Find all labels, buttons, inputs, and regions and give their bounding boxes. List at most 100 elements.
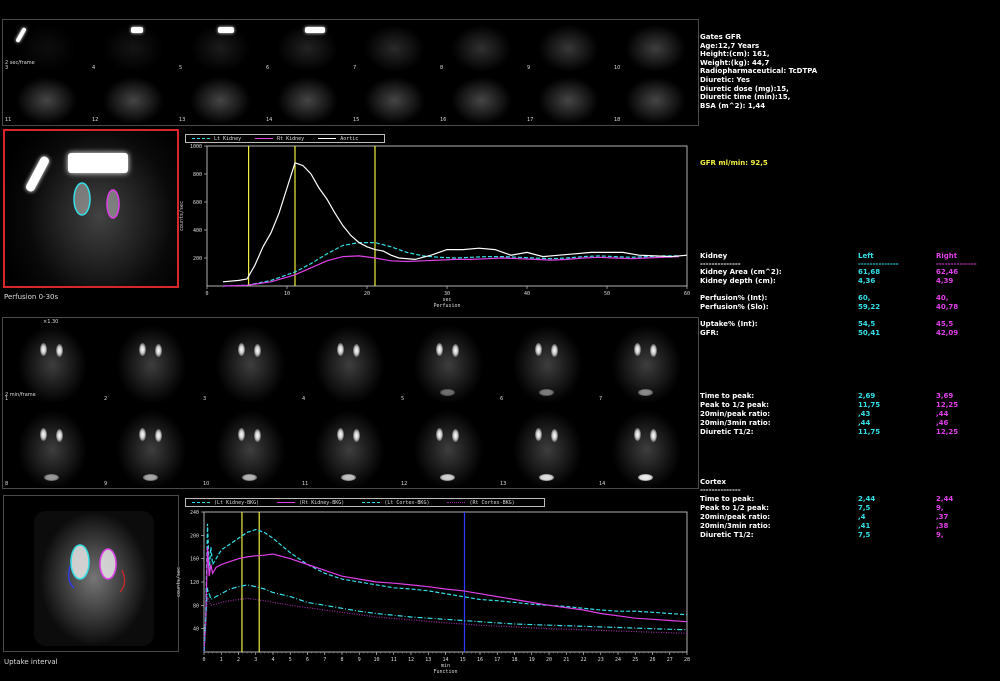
perfusion-frame[interactable]: 18 bbox=[613, 73, 698, 123]
function-frame[interactable]: 6 bbox=[499, 319, 596, 402]
x-tick-label: 16 bbox=[477, 657, 483, 663]
frame-number: 3 bbox=[203, 396, 207, 402]
perfusion-roi-overlay bbox=[73, 182, 120, 219]
left-kidney bbox=[436, 343, 443, 356]
perfusion-image[interactable] bbox=[3, 129, 179, 288]
perfusion-frame[interactable]: 6 bbox=[265, 21, 350, 71]
x-axis-label: sec bbox=[442, 297, 451, 303]
x-axis-label: min bbox=[441, 663, 450, 669]
divider: -------------- bbox=[936, 260, 977, 268]
x-tick-label: 1 bbox=[220, 657, 223, 663]
perfusion-frame[interactable]: 13 bbox=[178, 73, 263, 123]
perfusion-frame[interactable]: 9 bbox=[526, 21, 611, 71]
y-tick-label: 120 bbox=[190, 580, 199, 586]
left-kidney bbox=[337, 343, 344, 356]
perfusion-frame[interactable]: 14 bbox=[265, 73, 350, 123]
perfusion-frame[interactable]: 5 bbox=[178, 21, 263, 71]
legend-lt-kidney: Lt Kidney bbox=[214, 135, 242, 142]
x-tick-label: 12 bbox=[408, 657, 414, 663]
left-kidney bbox=[634, 343, 641, 356]
function-frame[interactable]: 14 bbox=[598, 404, 695, 487]
plot-frame bbox=[206, 145, 688, 287]
right-kidney bbox=[551, 429, 558, 442]
function-frame[interactable]: 13 bbox=[499, 404, 596, 487]
legend-rt-cortex-bkg: (Rt Cortex-BKG) bbox=[469, 499, 515, 506]
perfusion-frame[interactable]: 4 bbox=[91, 21, 176, 71]
patient-info-line: Diuretic: Yes bbox=[700, 75, 750, 84]
right-kidney bbox=[155, 344, 162, 357]
perfusion-frame[interactable]: 17 bbox=[526, 73, 611, 123]
x-tick-label: 8 bbox=[340, 657, 343, 663]
function-frame[interactable]: 1 bbox=[4, 319, 101, 402]
right-value: 9, bbox=[936, 531, 944, 539]
frame-number: 6 bbox=[266, 65, 270, 71]
perfusion-frame[interactable]: 10 bbox=[613, 21, 698, 71]
perfusion-frame[interactable]: 8 bbox=[439, 21, 524, 71]
function-frame[interactable]: 10 bbox=[202, 404, 299, 487]
right-kidney bbox=[56, 429, 63, 442]
bladder bbox=[638, 389, 653, 396]
right-value: 3,69 bbox=[936, 392, 954, 400]
perfusion-frame[interactable]: 7 bbox=[352, 21, 437, 71]
patient-info-line: BSA (m^2): 1,44 bbox=[700, 101, 766, 110]
function-frame[interactable]: 4 bbox=[301, 319, 398, 402]
perfusion-frame[interactable]: 11 bbox=[4, 73, 89, 123]
function-frame[interactable]: 2 bbox=[103, 319, 200, 402]
left-kidney bbox=[535, 343, 542, 356]
perfusion-frame[interactable]: 3 bbox=[4, 21, 89, 71]
patient-info-line: Radiopharmaceutical: TcDTPA bbox=[700, 67, 818, 76]
function-frame[interactable]: 11 bbox=[301, 404, 398, 487]
perfusion-frame[interactable]: 16 bbox=[439, 73, 524, 123]
x-tick-label: 10 bbox=[284, 291, 290, 297]
left-value: 11,75 bbox=[858, 401, 881, 409]
frame-number: 8 bbox=[5, 481, 9, 487]
function-frame[interactable]: 9 bbox=[103, 404, 200, 487]
x-tick-label: 13 bbox=[425, 657, 431, 663]
left-value: 2,69 bbox=[858, 392, 876, 400]
y-tick-label: 800 bbox=[193, 172, 202, 178]
frame-number: 5 bbox=[179, 65, 183, 71]
lt-kidney-bkg-line bbox=[203, 523, 688, 653]
x-tick-label: 18 bbox=[511, 657, 517, 663]
function-frame[interactable]: 5 bbox=[400, 319, 497, 402]
patient-info-line: Weight:(kg): 44,7 bbox=[700, 58, 770, 67]
right-kidney bbox=[155, 429, 162, 442]
right-value: ,44 bbox=[936, 410, 949, 418]
patient-info-line: Height:(cm): 161, bbox=[700, 50, 770, 59]
function-frame[interactable]: 3 bbox=[202, 319, 299, 402]
x-tick-label: 0 bbox=[205, 291, 208, 297]
left-kidney bbox=[634, 428, 641, 441]
bladder bbox=[341, 474, 356, 481]
x-tick-label: 23 bbox=[598, 657, 604, 663]
right-value: 12,25 bbox=[936, 428, 959, 436]
frame-number: 14 bbox=[266, 117, 273, 123]
bladder bbox=[440, 389, 455, 396]
frame-number: 10 bbox=[203, 481, 210, 487]
right-kidney bbox=[452, 429, 459, 442]
right-kidney bbox=[650, 344, 657, 357]
frame-number: 17 bbox=[527, 117, 534, 123]
x-tick-label: 50 bbox=[604, 291, 610, 297]
uptake-scan bbox=[34, 511, 154, 646]
x-tick-label: 14 bbox=[442, 657, 448, 663]
perfusion-frame[interactable]: 15 bbox=[352, 73, 437, 123]
frame-number: 7 bbox=[353, 65, 357, 71]
gfr-value: GFR ml/min: 92,5 bbox=[700, 159, 768, 167]
frame-number: 9 bbox=[104, 481, 108, 487]
x-tick-label: 22 bbox=[580, 657, 586, 663]
right-kidney bbox=[56, 344, 63, 357]
x-tick-label: 5 bbox=[289, 657, 292, 663]
function-frame[interactable]: 8 bbox=[4, 404, 101, 487]
frame-number: 11 bbox=[302, 481, 309, 487]
aorta-bolus bbox=[218, 27, 234, 33]
rt-kidney-line bbox=[222, 255, 680, 287]
function-frame[interactable]: 7 bbox=[598, 319, 695, 402]
uptake-image[interactable] bbox=[3, 495, 179, 652]
kidney-header: Kidney bbox=[700, 252, 728, 260]
plot-frame bbox=[203, 511, 688, 653]
perfusion-frame[interactable]: 12 bbox=[91, 73, 176, 123]
right-kidney bbox=[353, 429, 360, 442]
function-frame[interactable]: 12 bbox=[400, 404, 497, 487]
frame-number: 2 bbox=[104, 396, 108, 402]
result-label: Peak to 1/2 peak: bbox=[700, 401, 769, 409]
